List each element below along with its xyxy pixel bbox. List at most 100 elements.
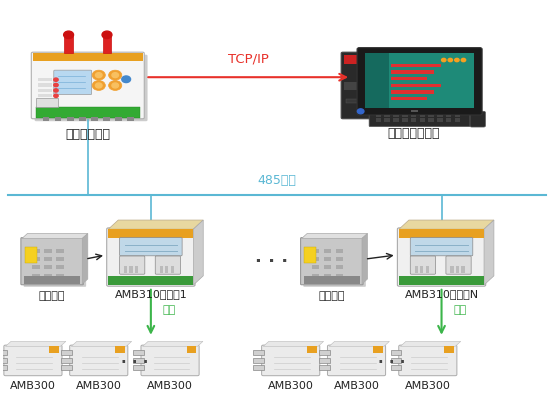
Bar xyxy=(391,90,434,93)
FancyBboxPatch shape xyxy=(446,256,471,274)
Bar xyxy=(437,116,443,117)
FancyBboxPatch shape xyxy=(327,345,386,376)
Bar xyxy=(44,274,52,278)
Bar xyxy=(33,54,142,61)
Bar xyxy=(365,54,389,109)
Bar xyxy=(115,116,122,121)
FancyBboxPatch shape xyxy=(411,256,435,274)
Bar xyxy=(391,84,441,87)
Circle shape xyxy=(102,31,112,39)
Bar xyxy=(336,265,343,269)
Text: 边缘计算网关: 边缘计算网关 xyxy=(65,128,110,141)
Text: 网线: 网线 xyxy=(454,305,467,315)
Circle shape xyxy=(92,70,105,80)
FancyBboxPatch shape xyxy=(24,240,86,287)
Text: AMB300: AMB300 xyxy=(76,381,122,391)
Bar xyxy=(135,266,138,272)
Text: AMB300: AMB300 xyxy=(10,381,56,391)
Text: AMB300: AMB300 xyxy=(268,381,314,391)
Polygon shape xyxy=(142,341,203,347)
Bar xyxy=(446,116,452,117)
Bar xyxy=(324,257,331,261)
Circle shape xyxy=(95,83,102,88)
FancyBboxPatch shape xyxy=(470,111,485,127)
Bar xyxy=(38,94,52,98)
Text: 485通讯: 485通讯 xyxy=(258,174,296,187)
FancyBboxPatch shape xyxy=(31,52,144,119)
FancyBboxPatch shape xyxy=(70,345,128,376)
Circle shape xyxy=(442,58,446,62)
Bar xyxy=(160,266,163,272)
Text: 网线: 网线 xyxy=(163,305,176,315)
Bar xyxy=(399,276,484,285)
FancyBboxPatch shape xyxy=(120,256,145,274)
Bar xyxy=(336,249,343,253)
FancyBboxPatch shape xyxy=(54,70,91,95)
Text: AMB310采集器1: AMB310采集器1 xyxy=(115,289,187,299)
Bar xyxy=(324,249,331,253)
Circle shape xyxy=(112,72,119,78)
Bar xyxy=(376,120,381,122)
Bar xyxy=(437,120,443,122)
Circle shape xyxy=(455,58,459,62)
Bar xyxy=(376,116,381,117)
FancyBboxPatch shape xyxy=(411,238,473,256)
Text: AMB300: AMB300 xyxy=(147,381,193,391)
FancyBboxPatch shape xyxy=(120,238,182,256)
Bar xyxy=(419,118,425,119)
Bar xyxy=(56,249,64,253)
Circle shape xyxy=(448,58,453,62)
Bar xyxy=(345,54,377,64)
Polygon shape xyxy=(329,341,389,347)
Bar xyxy=(365,54,474,109)
Bar xyxy=(384,118,390,119)
Bar xyxy=(345,82,377,90)
Circle shape xyxy=(461,58,466,62)
Bar xyxy=(253,365,264,370)
Bar xyxy=(425,266,429,272)
Bar xyxy=(401,92,407,108)
Bar xyxy=(311,257,319,261)
FancyBboxPatch shape xyxy=(141,345,199,376)
Bar xyxy=(187,347,196,352)
Bar xyxy=(44,257,52,261)
Bar xyxy=(455,116,460,117)
Bar xyxy=(376,105,430,110)
Polygon shape xyxy=(22,233,88,238)
Bar xyxy=(391,64,441,67)
Bar xyxy=(127,116,134,121)
Bar xyxy=(411,116,416,117)
Bar xyxy=(402,118,408,119)
Bar xyxy=(253,357,264,363)
Bar xyxy=(324,274,331,278)
Bar xyxy=(319,365,330,370)
Bar xyxy=(64,35,73,54)
Bar xyxy=(428,116,434,117)
Circle shape xyxy=(64,31,74,39)
Bar xyxy=(455,118,460,119)
Polygon shape xyxy=(362,233,367,284)
Bar xyxy=(304,277,360,284)
Bar xyxy=(38,83,52,87)
Circle shape xyxy=(357,109,364,114)
Bar xyxy=(376,118,381,119)
Bar xyxy=(32,257,39,261)
Polygon shape xyxy=(109,220,203,229)
Polygon shape xyxy=(401,341,461,347)
Bar xyxy=(0,350,7,355)
Bar xyxy=(43,116,49,121)
FancyBboxPatch shape xyxy=(155,256,181,274)
Bar xyxy=(32,249,39,253)
Bar xyxy=(456,266,459,272)
Bar xyxy=(133,350,143,355)
Bar xyxy=(44,249,52,253)
Bar xyxy=(103,116,110,121)
Bar xyxy=(391,97,427,100)
Text: 开关电源: 开关电源 xyxy=(39,291,65,301)
Bar xyxy=(61,350,73,355)
FancyBboxPatch shape xyxy=(341,52,380,119)
Bar xyxy=(399,229,484,238)
Bar xyxy=(419,116,425,117)
Bar xyxy=(336,274,343,278)
Bar xyxy=(393,120,399,122)
